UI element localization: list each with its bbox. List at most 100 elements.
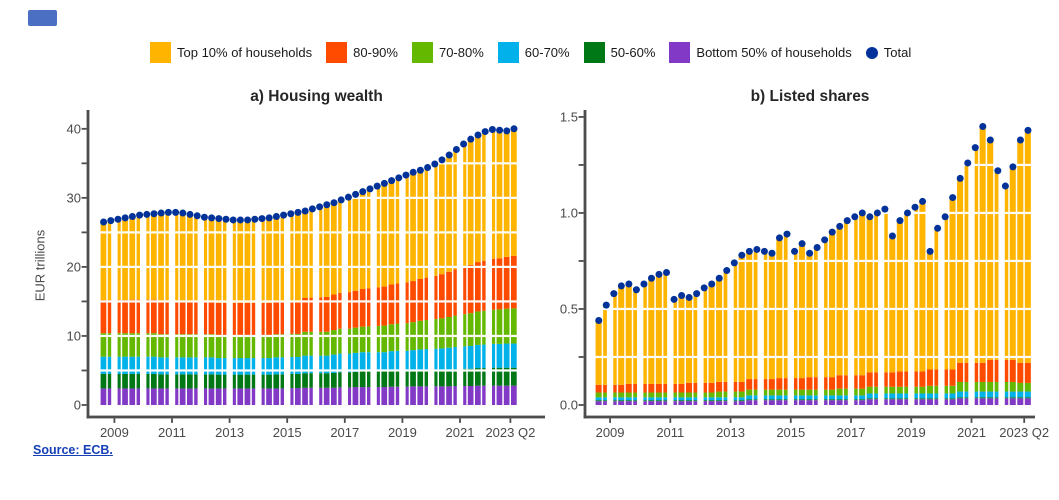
total-dot bbox=[323, 201, 331, 209]
y-tick-label: 0.5 bbox=[560, 301, 578, 316]
bar-segment bbox=[446, 369, 452, 387]
bar-segment bbox=[701, 392, 708, 398]
legend-label: 80-90% bbox=[353, 45, 398, 60]
total-dot bbox=[1001, 182, 1009, 190]
bar-segment bbox=[381, 371, 388, 388]
bar-segment bbox=[859, 399, 866, 401]
bar-segment bbox=[761, 399, 768, 401]
bar-segment bbox=[934, 398, 941, 400]
total-dot bbox=[244, 216, 252, 224]
y-tick-label: 10 bbox=[67, 328, 81, 343]
bar-segment bbox=[374, 325, 380, 353]
bar-segment bbox=[489, 309, 496, 344]
bar-segment bbox=[151, 333, 157, 357]
total-dot bbox=[272, 213, 280, 220]
legend-item-1: Top 10% of households bbox=[150, 42, 312, 63]
total-dot bbox=[715, 274, 723, 282]
bar-segment bbox=[280, 388, 287, 405]
bar-segment bbox=[1017, 398, 1024, 405]
bar-segment bbox=[987, 398, 994, 405]
bar-segment bbox=[731, 391, 738, 398]
bar-segment bbox=[979, 397, 986, 399]
total-dot bbox=[438, 156, 446, 164]
bar-segment bbox=[934, 228, 941, 370]
bar-segment bbox=[446, 271, 452, 317]
bar-segment bbox=[603, 397, 610, 401]
bar-segment bbox=[761, 251, 768, 380]
bar-segment bbox=[957, 362, 964, 382]
bar-segment bbox=[359, 387, 366, 405]
bar-segment bbox=[919, 398, 926, 400]
bar-segment bbox=[1017, 382, 1024, 392]
bar-segment bbox=[460, 266, 467, 315]
bar-segment bbox=[316, 331, 323, 356]
bar-segment bbox=[979, 126, 986, 363]
bar-segment bbox=[316, 387, 323, 405]
bar-segment bbox=[994, 397, 1001, 399]
total-dot bbox=[911, 203, 919, 211]
total-dot bbox=[934, 224, 942, 232]
legend-label: 60-70% bbox=[524, 45, 570, 60]
bar-segment bbox=[1009, 166, 1016, 360]
bar-segment bbox=[1009, 381, 1016, 392]
bar-segment bbox=[107, 388, 114, 405]
x-tick-label: 2023 Q2 bbox=[999, 425, 1049, 440]
bar-segment bbox=[1024, 130, 1031, 363]
year-gridline bbox=[428, 115, 435, 405]
bar-segment bbox=[338, 328, 344, 354]
bar-segment bbox=[670, 401, 677, 405]
bar-segment bbox=[323, 355, 330, 374]
x-tick bbox=[970, 418, 973, 423]
bar-segment bbox=[359, 352, 366, 372]
bar-segment bbox=[273, 216, 280, 302]
h-gridline bbox=[591, 355, 1035, 359]
y-tick-label: 40 bbox=[67, 121, 81, 136]
bar-segment bbox=[972, 391, 979, 398]
bar-segment bbox=[911, 371, 918, 387]
bar-segment bbox=[424, 277, 431, 321]
bar-segment bbox=[323, 373, 330, 388]
bar-segment bbox=[100, 388, 107, 405]
bar-segment bbox=[489, 129, 496, 259]
bar-segment bbox=[904, 212, 911, 372]
bar-segment bbox=[107, 356, 114, 374]
bar-segment bbox=[187, 357, 193, 375]
bar-segment bbox=[640, 392, 647, 398]
bar-segment bbox=[708, 401, 715, 405]
bar-segment bbox=[244, 388, 251, 405]
bar-segment bbox=[941, 369, 949, 386]
bar-segment bbox=[244, 374, 251, 389]
bar-segment bbox=[439, 274, 445, 319]
bar-segment bbox=[655, 400, 662, 402]
bar-segment bbox=[158, 388, 164, 405]
bar-segment bbox=[783, 389, 790, 396]
bar-segment bbox=[618, 384, 625, 393]
bar-segment bbox=[453, 315, 460, 347]
total-dot bbox=[663, 268, 671, 276]
total-dot bbox=[409, 168, 417, 176]
bar-segment bbox=[194, 374, 200, 389]
bar-segment bbox=[295, 333, 301, 358]
legend-item-4: 60-70% bbox=[497, 42, 570, 63]
x-tick-label: 2011 bbox=[656, 425, 684, 440]
bar-segment bbox=[851, 400, 858, 405]
bar-segment bbox=[934, 399, 941, 405]
bar-segment bbox=[851, 388, 858, 396]
y-tick bbox=[578, 164, 584, 166]
bar-segment bbox=[708, 397, 715, 401]
bar-segment bbox=[367, 188, 373, 289]
y-tick-label: 1.5 bbox=[560, 109, 578, 124]
bar-segment bbox=[122, 333, 128, 357]
bar-segment bbox=[439, 159, 445, 275]
bar-segment bbox=[693, 293, 700, 383]
total-dot bbox=[236, 216, 244, 224]
bar-segment bbox=[618, 397, 625, 401]
y-tick bbox=[81, 196, 87, 199]
source-link[interactable]: Source: ECB. bbox=[33, 443, 113, 457]
bar-segment bbox=[851, 399, 858, 401]
bar-segment bbox=[926, 393, 933, 399]
bar-segment bbox=[859, 388, 866, 396]
bar-segment bbox=[338, 292, 344, 329]
bar-segment bbox=[345, 387, 352, 405]
bar-segment bbox=[179, 388, 186, 405]
